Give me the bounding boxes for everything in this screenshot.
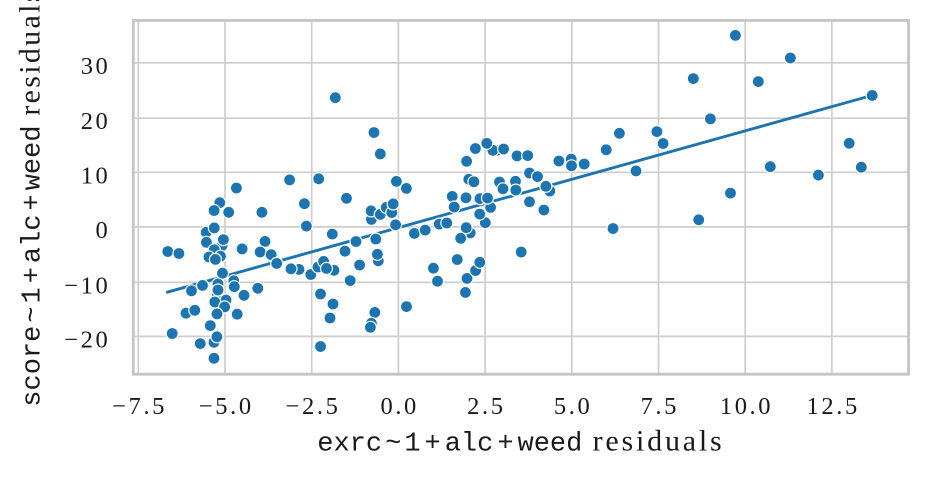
svg-text:2.5: 2.5 — [467, 393, 505, 420]
svg-text:10: 10 — [81, 162, 111, 189]
svg-text:5.0: 5.0 — [554, 393, 592, 420]
svg-text:12.5: 12.5 — [807, 393, 860, 420]
svg-text:30: 30 — [81, 53, 111, 80]
svg-text:20: 20 — [81, 108, 111, 135]
svg-text:−20: −20 — [64, 326, 110, 353]
svg-text:7.5: 7.5 — [641, 393, 679, 420]
svg-text:score~1+alc+weed residuals: score~1+alc+weed residuals — [14, 0, 49, 407]
svg-text:10.0: 10.0 — [720, 393, 773, 420]
svg-text:0: 0 — [96, 217, 111, 244]
svg-text:0.0: 0.0 — [380, 393, 418, 420]
svg-text:−7.5: −7.5 — [112, 393, 167, 420]
svg-text:−5.0: −5.0 — [199, 393, 254, 420]
svg-text:−2.5: −2.5 — [286, 393, 341, 420]
svg-text:exrc~1+alc+weed residuals: exrc ~1 + alc + weed residuals — [317, 425, 724, 460]
svg-text:−10: −10 — [64, 272, 110, 299]
